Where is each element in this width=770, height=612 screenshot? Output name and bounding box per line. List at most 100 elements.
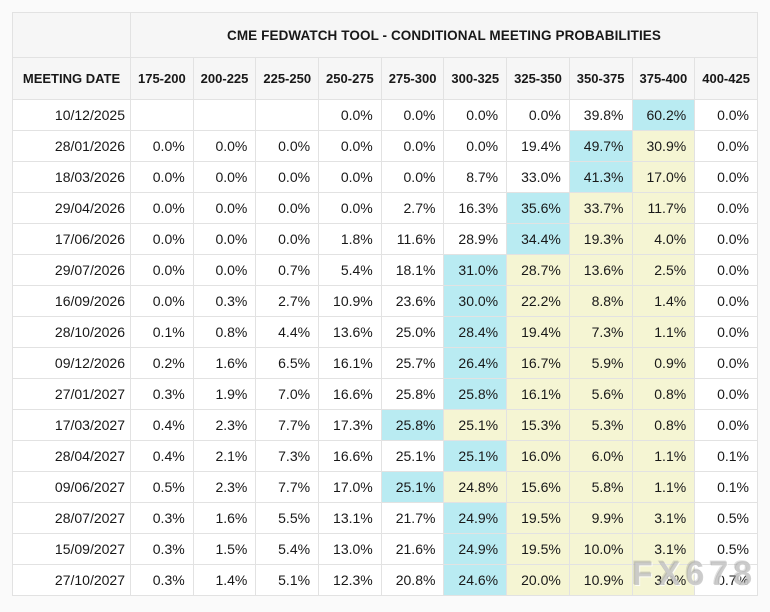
probability-cell: 16.3% bbox=[443, 192, 508, 224]
probability-cell: 0.0% bbox=[694, 254, 758, 286]
probability-cell: 1.1% bbox=[631, 316, 696, 348]
probability-cell: 0.3% bbox=[192, 285, 257, 317]
probability-cell: 5.8% bbox=[568, 471, 633, 503]
probability-cell: 0.7% bbox=[694, 564, 758, 596]
table-row: 29/07/2026 0.0% 0.0% 0.7% 5.4% 18.1% 31.0% 28.7… bbox=[12, 254, 758, 286]
probability-cell: 5.4% bbox=[318, 254, 382, 286]
rate-range-column-header: 400-425 bbox=[694, 57, 758, 100]
probability-cell: 9.9% bbox=[568, 502, 633, 534]
probability-cell: 30.9% bbox=[631, 130, 696, 162]
probability-cell: 25.1% bbox=[380, 471, 445, 503]
probability-cell: 25.1% bbox=[380, 440, 445, 472]
meeting-date-cell: 15/09/2027 bbox=[12, 533, 131, 565]
probability-cell: 25.7% bbox=[380, 347, 445, 379]
table-row: 16/09/2026 0.0% 0.3% 2.7% 10.9% 23.6% 30.0% 22.… bbox=[12, 285, 758, 317]
probability-cell: 0.0% bbox=[318, 130, 382, 162]
probability-cell: 0.4% bbox=[130, 409, 194, 441]
probability-cell: 10.0% bbox=[568, 533, 633, 565]
probability-cell: 2.3% bbox=[192, 409, 257, 441]
meeting-date-cell: 16/09/2026 bbox=[12, 285, 131, 317]
rate-range-column-header: 175-200 bbox=[130, 57, 194, 100]
probability-cell: 25.8% bbox=[380, 378, 445, 410]
probability-cell: 0.0% bbox=[130, 161, 194, 193]
probability-cell: 15.3% bbox=[506, 409, 570, 441]
probability-cell: 0.0% bbox=[694, 378, 758, 410]
probability-cell: 7.3% bbox=[568, 316, 633, 348]
probability-cell: 3.1% bbox=[631, 502, 696, 534]
probability-cell: 0.0% bbox=[443, 99, 508, 131]
probability-cell: 23.6% bbox=[380, 285, 445, 317]
table-row: 29/04/2026 0.0% 0.0% 0.0% 0.0% 2.7% 16.3% 35.6%… bbox=[12, 192, 758, 224]
probability-cell: 25.1% bbox=[443, 440, 508, 472]
probability-cell: 2.3% bbox=[192, 471, 257, 503]
probability-cell: 0.9% bbox=[631, 347, 696, 379]
probability-cell: 35.6% bbox=[506, 192, 570, 224]
probability-cell: 19.3% bbox=[568, 223, 633, 255]
rate-range-column-header: 325-350 bbox=[506, 57, 570, 100]
probability-cell: 25.1% bbox=[443, 409, 508, 441]
probability-cell: 6.0% bbox=[568, 440, 633, 472]
probability-cell: 24.8% bbox=[443, 471, 508, 503]
table-row: 28/01/2026 0.0% 0.0% 0.0% 0.0% 0.0% 0.0% 19.4% 4… bbox=[12, 130, 758, 162]
probability-cell: 4.4% bbox=[255, 316, 320, 348]
column-header-row: MEETING DATE 175-200 200-225 225-250 250-27… bbox=[12, 57, 758, 100]
probability-cell: 0.0% bbox=[380, 161, 445, 193]
meeting-date-cell: 29/04/2026 bbox=[12, 192, 131, 224]
probability-cell bbox=[130, 99, 194, 131]
meeting-date-cell: 09/06/2027 bbox=[12, 471, 131, 503]
probability-cell: 33.0% bbox=[506, 161, 570, 193]
probability-cell: 11.7% bbox=[631, 192, 696, 224]
probability-cell: 13.6% bbox=[318, 316, 382, 348]
meeting-date-cell: 27/01/2027 bbox=[12, 378, 131, 410]
probability-cell: 0.3% bbox=[130, 533, 194, 565]
probability-cell: 49.7% bbox=[568, 130, 633, 162]
probability-cell: 28.7% bbox=[506, 254, 570, 286]
probability-cell: 33.7% bbox=[568, 192, 633, 224]
probability-cell: 0.8% bbox=[631, 378, 696, 410]
probability-cell: 18.1% bbox=[380, 254, 445, 286]
probability-cell: 0.3% bbox=[130, 378, 194, 410]
probability-cell: 0.0% bbox=[255, 130, 320, 162]
probability-cell: 0.8% bbox=[192, 316, 257, 348]
probability-cell: 5.6% bbox=[568, 378, 633, 410]
probability-cell: 25.8% bbox=[443, 378, 508, 410]
rate-range-column-header: 225-250 bbox=[255, 57, 320, 100]
probability-cell: 10.9% bbox=[568, 564, 633, 596]
probability-cell: 0.7% bbox=[255, 254, 320, 286]
probability-cell: 7.3% bbox=[255, 440, 320, 472]
probability-cell: 5.1% bbox=[255, 564, 320, 596]
probability-cell: 1.1% bbox=[631, 440, 696, 472]
probability-cell: 19.4% bbox=[506, 316, 570, 348]
meeting-date-cell: 28/04/2027 bbox=[12, 440, 131, 472]
probability-cell: 1.5% bbox=[192, 533, 257, 565]
probability-cell: 0.0% bbox=[318, 192, 382, 224]
probability-cell: 0.5% bbox=[694, 502, 758, 534]
probability-cell: 19.4% bbox=[506, 130, 570, 162]
meeting-date-cell: 28/01/2026 bbox=[12, 130, 131, 162]
probability-cell: 5.9% bbox=[568, 347, 633, 379]
probability-cell: 21.6% bbox=[380, 533, 445, 565]
probability-cell: 5.4% bbox=[255, 533, 320, 565]
rate-range-column-header: 300-325 bbox=[443, 57, 508, 100]
probability-cell: 41.3% bbox=[568, 161, 633, 193]
corner-cell bbox=[12, 12, 131, 58]
probability-cell: 0.0% bbox=[694, 285, 758, 317]
probability-cell: 16.0% bbox=[506, 440, 570, 472]
probability-cell: 2.1% bbox=[192, 440, 257, 472]
probability-cell: 24.9% bbox=[443, 502, 508, 534]
probability-cell: 0.0% bbox=[130, 285, 194, 317]
probability-cell: 12.3% bbox=[318, 564, 382, 596]
probability-cell: 0.0% bbox=[255, 161, 320, 193]
probability-cell: 60.2% bbox=[631, 99, 696, 131]
meeting-date-cell: 28/07/2027 bbox=[12, 502, 131, 534]
probability-cell: 1.9% bbox=[192, 378, 257, 410]
table-row: 15/09/2027 0.3% 1.5% 5.4% 13.0% 21.6% 24.9% 19.… bbox=[12, 533, 758, 565]
probability-cell: 20.8% bbox=[380, 564, 445, 596]
probability-cell: 20.0% bbox=[506, 564, 570, 596]
probability-cell: 0.0% bbox=[694, 223, 758, 255]
probability-cell: 0.0% bbox=[380, 99, 445, 131]
probability-cell: 28.9% bbox=[443, 223, 508, 255]
probability-cell: 1.4% bbox=[631, 285, 696, 317]
probability-cell: 2.7% bbox=[255, 285, 320, 317]
